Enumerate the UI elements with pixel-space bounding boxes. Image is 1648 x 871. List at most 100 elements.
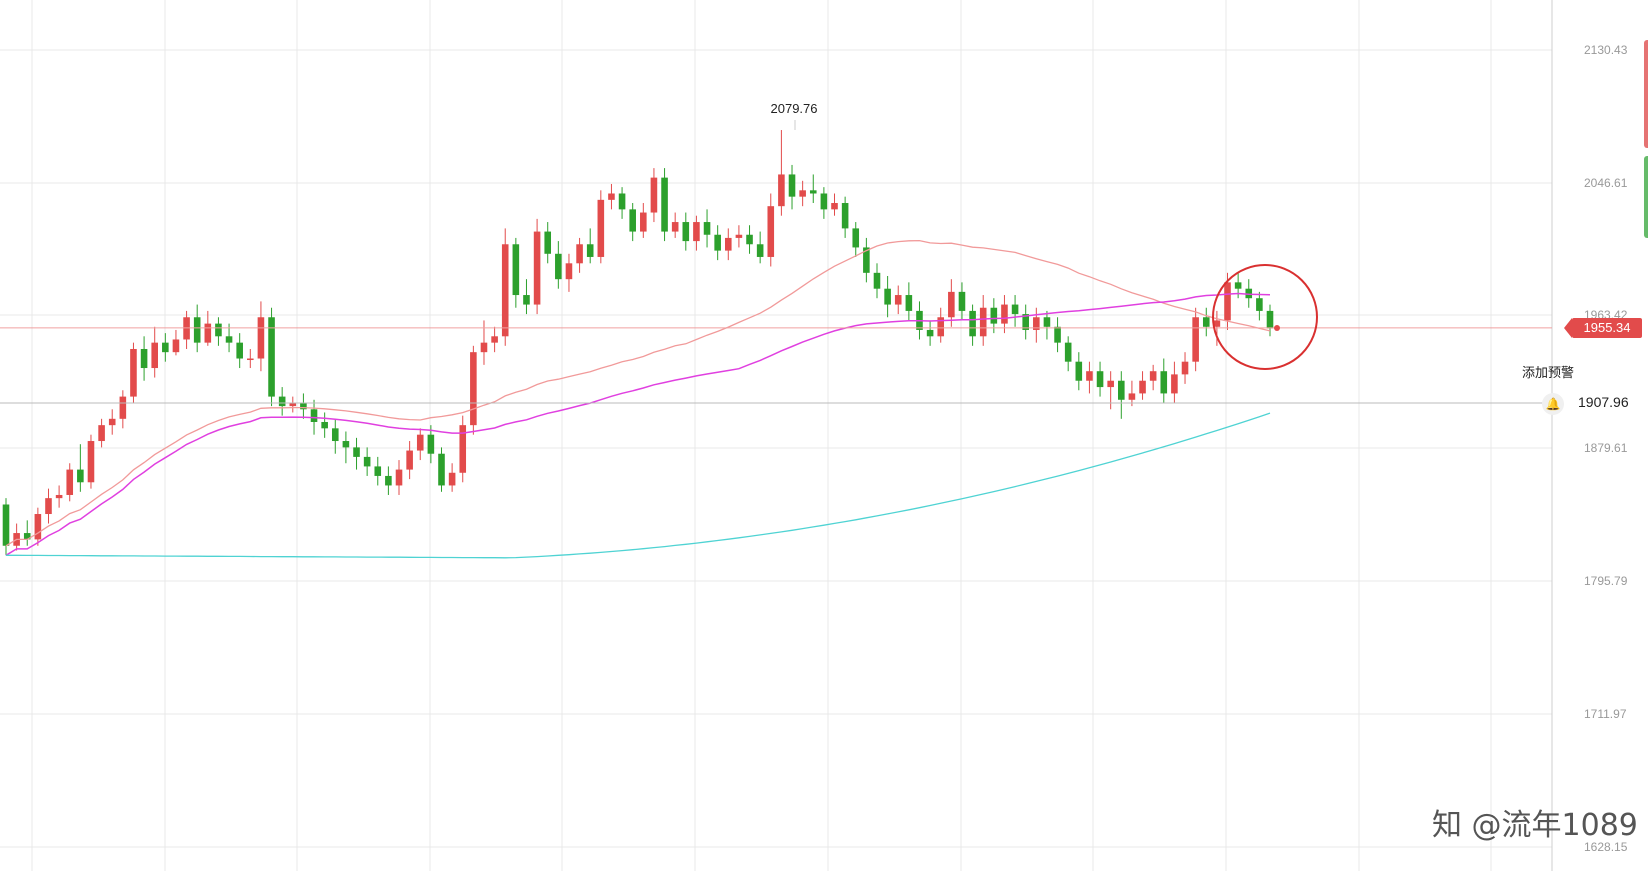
candle-body [1033,317,1040,330]
candle-body [247,358,254,361]
candle-body [448,472,456,486]
alert-price-value: 1907.96 [1578,394,1629,410]
candle-body [905,295,913,311]
candle-body [459,425,467,473]
ma-pink-line [5,239,1271,547]
candle-body [724,237,732,251]
side-tab-green[interactable] [1644,156,1648,238]
candle-body [1234,282,1242,289]
candle-body [1064,342,1072,362]
candle-body [873,272,881,289]
y-tick-label: 1711.97 [1584,707,1627,721]
add-alert-text[interactable]: 添加预警 [1522,366,1575,381]
candle-body [629,209,636,232]
candle-body [491,336,498,343]
candle-body [66,469,74,495]
candle-body [501,244,509,337]
candle-body [1256,298,1263,311]
candle-body [77,469,84,483]
candle-body [1128,393,1136,400]
candle-body [703,222,711,235]
y-tick-label: 1628.15 [1584,840,1628,854]
candle-body [470,352,477,426]
candle-body [714,234,721,251]
candle-body [1001,304,1008,324]
candle-body [480,342,488,353]
candle-body [735,234,743,238]
last-price-dot [1274,325,1280,331]
candle-body [661,177,668,232]
candle-body [1022,314,1029,330]
candle-body [979,307,987,337]
candle-body [809,190,817,194]
candle-body [321,421,328,429]
bell-icon[interactable]: 🔔 [1542,393,1564,415]
candle-body [863,247,870,273]
candle-body [87,441,95,483]
candle-body [108,418,116,426]
candle-body [831,203,838,210]
candle-body [257,317,265,359]
candle-body [1118,380,1125,400]
candle-body [608,193,615,200]
candle-body [427,434,435,454]
candle-body [268,317,275,397]
candle-body [236,342,243,359]
candle-body [969,310,976,337]
candle-body [756,244,764,257]
candle-body [215,323,222,337]
candle-body [512,244,520,296]
candle-body [746,234,753,245]
candle-body [1266,310,1274,329]
candle-body [565,263,573,280]
candle-body [353,447,360,457]
candle-body [1181,361,1189,375]
candle-body [1149,371,1157,381]
candle-body [34,514,42,540]
candle-body [1192,317,1199,362]
candle-body [1213,320,1221,327]
candle-body [406,450,413,470]
y-tick-label: 2046.61 [1584,176,1628,190]
candle-body [884,288,891,305]
watermark: 知 @流年1089 [1432,808,1638,843]
candle-body [693,222,700,242]
side-tab-red[interactable] [1644,40,1648,148]
candle-body [363,456,371,467]
candle-body [852,228,860,248]
candle-body [183,317,190,340]
candle-body [1043,317,1051,327]
candle-body [204,323,212,343]
candle-body [820,193,828,210]
candle-body [225,336,233,343]
candle-body [385,475,392,486]
candle-body [342,441,350,448]
candle-body [555,253,562,280]
candle-body [948,291,955,318]
candle-body [586,244,594,257]
candle-body [45,498,52,515]
peak-price-label: 2079.76 [764,98,824,120]
candle-body [2,504,10,546]
highlight-circle [1212,264,1318,370]
candle-body [162,342,169,353]
candle-body [130,348,137,397]
candle-body [841,203,849,229]
candle-body [1171,374,1178,394]
candle-body [671,222,679,232]
candle-body [523,295,530,305]
ma-magenta-line [5,292,1271,556]
candle-body [300,402,307,410]
candle-body [618,193,626,210]
candle-body [416,434,424,451]
candle-body [926,329,934,337]
candle-body [151,342,158,369]
candle-body [533,231,541,305]
candle-body [767,206,775,257]
candle-body [310,409,318,422]
candle-body [778,174,785,207]
candle-body [1011,304,1019,315]
candle-body [1086,371,1093,381]
candle-body [1224,282,1231,321]
